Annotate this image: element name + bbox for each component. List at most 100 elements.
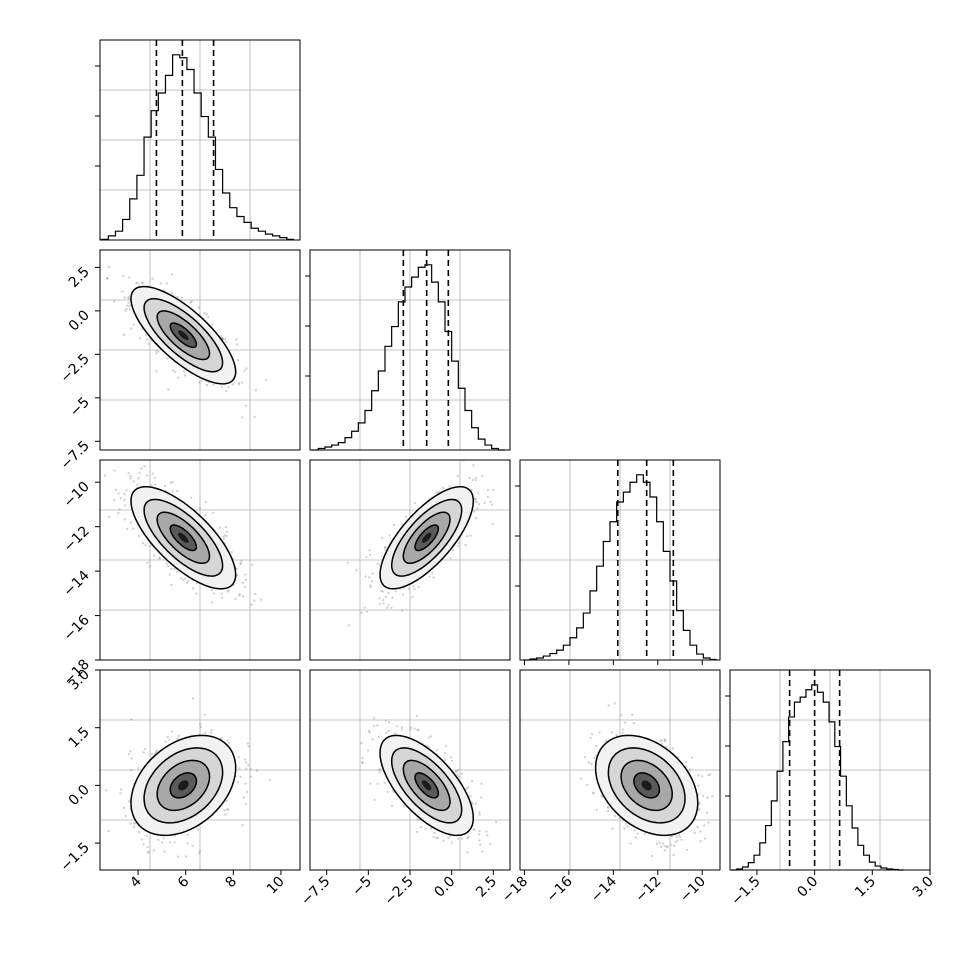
scatter-point — [363, 606, 366, 609]
contour-line — [156, 310, 211, 361]
scatter-point — [129, 768, 133, 772]
scatter-point — [360, 611, 363, 614]
scatter-point — [235, 338, 238, 341]
scatter-point — [212, 592, 216, 595]
scatter-point — [590, 762, 593, 766]
scatter-point — [221, 596, 224, 600]
scatter-point — [361, 756, 364, 760]
scatter-point — [117, 492, 120, 495]
scatter-point — [361, 761, 364, 765]
scatter-point — [456, 768, 460, 772]
scatter-point — [113, 498, 116, 502]
scatter-point — [455, 770, 458, 773]
scatter-point — [123, 492, 126, 496]
scatter-point — [698, 802, 701, 806]
scatter-point — [663, 844, 666, 848]
scatter-point — [486, 495, 490, 499]
scatter-point — [243, 585, 246, 589]
scatter-point — [155, 369, 158, 373]
contour-line — [607, 747, 686, 824]
scatter-point — [244, 782, 247, 785]
scatter-point — [149, 544, 152, 548]
histogram-panel — [95, 39, 301, 241]
scatter-point — [661, 842, 665, 845]
scatter-point — [663, 738, 666, 741]
scatter-point — [238, 594, 241, 597]
scatter-point — [137, 476, 140, 480]
scatter-point — [623, 827, 626, 830]
scatter-point — [245, 767, 248, 770]
scatter-point — [158, 556, 161, 560]
scatter-point — [415, 714, 419, 718]
scatter-point — [360, 741, 363, 745]
scatter-point — [660, 739, 663, 743]
histogram-step-line — [730, 684, 905, 871]
scatter-point — [696, 825, 699, 829]
scatter-point — [172, 567, 176, 571]
scatter-point — [168, 841, 172, 844]
contour-line — [143, 498, 224, 577]
scatter-point — [607, 806, 610, 810]
histogram-bar — [194, 93, 201, 240]
scatter-point — [494, 821, 498, 824]
scatter-point — [477, 492, 480, 495]
contour-line — [402, 511, 451, 565]
histogram-bar — [215, 169, 222, 240]
scatter-point — [112, 300, 116, 303]
scatter-point — [369, 584, 372, 587]
scatter-point — [241, 595, 245, 598]
scatter-point — [361, 761, 364, 764]
scatter-point — [491, 522, 494, 526]
scatter-point — [198, 849, 202, 853]
scatter-point — [145, 474, 149, 477]
scatter-point — [145, 333, 148, 337]
contour-line — [414, 772, 440, 799]
scatter-point — [670, 835, 673, 838]
histogram-bar — [332, 445, 339, 450]
panel-frame — [99, 669, 301, 871]
scatter-point — [170, 730, 174, 733]
scatter-point — [465, 787, 468, 790]
scatter-point — [404, 515, 408, 518]
scatter-point — [699, 830, 702, 833]
scatter-point — [204, 731, 207, 735]
scatter-point — [239, 775, 242, 779]
scatter-point — [665, 745, 668, 749]
scatter-point — [400, 726, 404, 729]
scatter-point — [107, 829, 110, 833]
histogram-bar — [597, 566, 604, 660]
scatter-point — [379, 768, 382, 771]
scatter-point — [364, 575, 367, 578]
scatter-point — [130, 718, 133, 721]
histogram-bar — [265, 234, 272, 240]
scatter-point — [132, 527, 135, 531]
scatter-point — [390, 606, 393, 610]
scatter-point — [387, 729, 390, 733]
scatter-point — [698, 801, 701, 804]
scatter-point — [604, 739, 608, 743]
scatter-point — [259, 598, 263, 601]
scatter-point — [444, 758, 447, 762]
scatter-point — [416, 818, 419, 821]
scatter-point — [634, 836, 637, 839]
scatter-point — [249, 775, 252, 778]
histogram-bar — [201, 117, 208, 240]
scatter-point — [381, 536, 384, 540]
contour-line — [379, 734, 475, 837]
scatter-point — [448, 835, 452, 838]
scatter-point — [606, 805, 609, 809]
histogram-bar — [345, 438, 352, 450]
histogram-bar — [123, 219, 130, 240]
scatter-point — [137, 831, 141, 834]
scatter-point — [365, 555, 368, 559]
scatter-point — [450, 759, 454, 763]
scatter-point — [224, 813, 227, 816]
scatter-point — [253, 415, 256, 419]
scatter-point — [244, 802, 248, 806]
scatter-point — [384, 719, 388, 722]
scatter-point — [444, 744, 448, 748]
scatter-point — [382, 601, 385, 605]
scatter-point — [449, 756, 453, 759]
scatter-panel: −18−16−14−12−10 — [499, 669, 721, 906]
